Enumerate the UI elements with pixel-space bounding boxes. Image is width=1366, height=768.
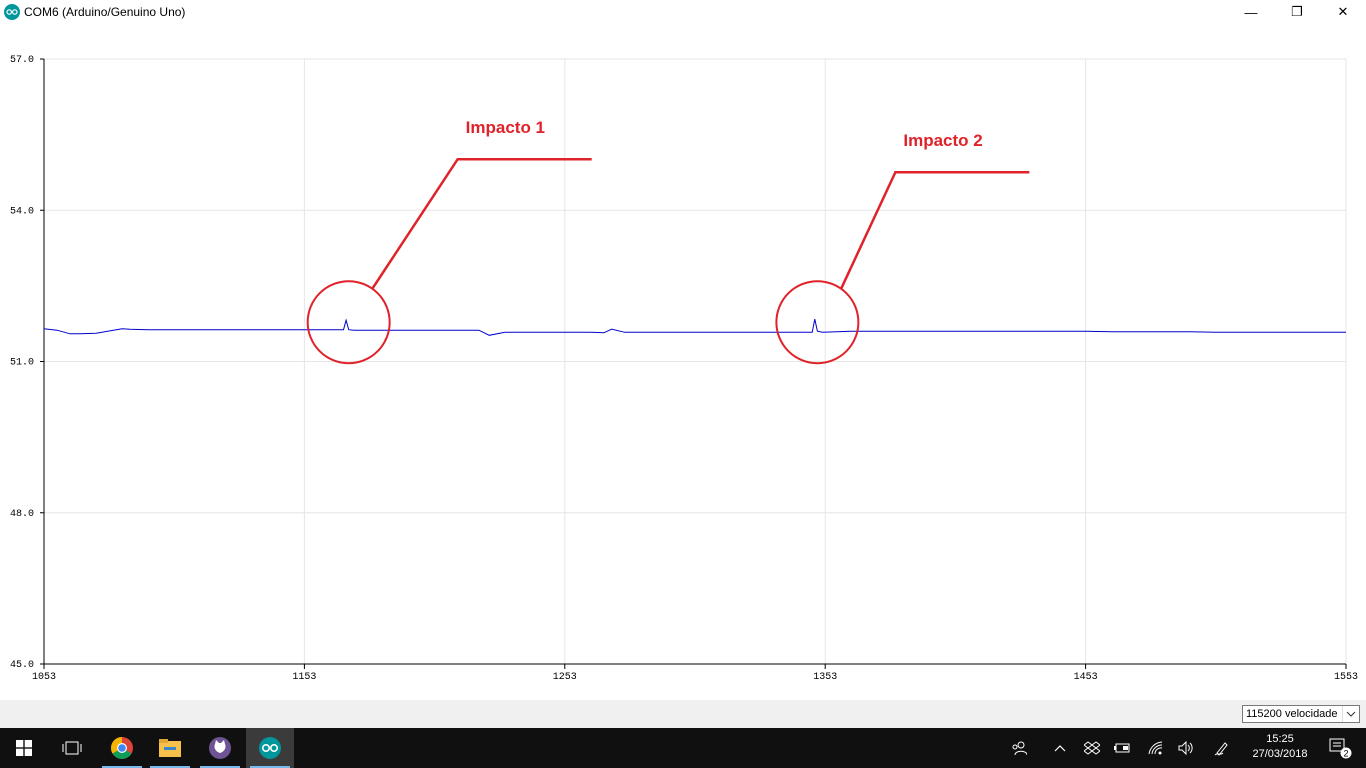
action-center-button[interactable]: 2 — [1320, 728, 1360, 768]
people-button[interactable] — [1006, 728, 1032, 768]
x-tick-label: 1053 — [32, 672, 56, 683]
series-line — [43, 318, 1346, 336]
dropbox-tray-button[interactable] — [1080, 728, 1104, 768]
baud-rate-value: 115200 velocidade — [1246, 708, 1338, 720]
restore-button[interactable]: ❐ — [1274, 0, 1320, 24]
y-tick-label: 54.0 — [10, 206, 34, 217]
network-tray-button[interactable] — [1144, 728, 1168, 768]
chrome-taskbar-button[interactable] — [98, 728, 146, 768]
github-desktop-icon — [209, 737, 231, 759]
task-view-button[interactable] — [48, 728, 96, 768]
task-view-icon — [62, 741, 82, 755]
arduino-app-icon — [4, 4, 20, 20]
leader-line — [371, 157, 592, 289]
running-indicator — [102, 766, 142, 768]
y-tick-label: 45.0 — [10, 660, 34, 671]
arduino-icon — [259, 737, 281, 759]
battery-icon — [1114, 743, 1130, 753]
y-tick-label: 57.0 — [10, 55, 34, 66]
x-tick-label: 1153 — [292, 672, 316, 683]
chevron-down-icon — [1342, 706, 1359, 722]
impact-label: Impacto 1 — [466, 118, 545, 137]
restore-icon: ❐ — [1291, 4, 1303, 19]
running-indicator — [250, 766, 290, 768]
leader-line — [840, 170, 1030, 289]
start-button[interactable] — [0, 728, 48, 768]
y-tick-label: 51.0 — [10, 358, 34, 369]
impact-label: Impacto 2 — [903, 131, 982, 150]
running-indicator — [200, 766, 240, 768]
impact-circle — [775, 280, 860, 365]
dropbox-icon — [1084, 741, 1100, 755]
running-indicator — [150, 766, 190, 768]
close-button[interactable]: ✕ — [1320, 0, 1366, 24]
people-icon — [1012, 741, 1027, 756]
battery-tray-button[interactable] — [1110, 728, 1134, 768]
minimize-icon: — — [1244, 4, 1258, 20]
arduino-taskbar-button[interactable] — [246, 728, 294, 768]
baud-rate-select[interactable]: 115200 velocidade — [1242, 705, 1360, 723]
window-title: COM6 (Arduino/Genuino Uno) — [24, 5, 186, 19]
x-tick-label: 1253 — [553, 672, 577, 683]
windows-ink-button[interactable] — [1210, 728, 1234, 768]
windows-taskbar: 15:25 27/03/2018 2 — [0, 728, 1366, 768]
windows-logo-icon — [16, 740, 32, 756]
clock-time: 15:25 — [1266, 733, 1294, 745]
github-desktop-taskbar-button[interactable] — [196, 728, 244, 768]
notification-count: 2 — [1343, 749, 1348, 759]
wifi-icon — [1148, 741, 1163, 755]
volume-icon — [1178, 741, 1193, 755]
impact-circle — [306, 280, 391, 365]
title-bar: COM6 (Arduino/Genuino Uno) — ❐ ✕ — [0, 0, 1366, 24]
minimize-button[interactable]: — — [1228, 0, 1274, 24]
show-hidden-icons-button[interactable] — [1048, 728, 1072, 768]
taskbar-clock[interactable]: 15:25 27/03/2018 — [1240, 732, 1320, 762]
file-explorer-icon — [159, 739, 181, 757]
close-icon: ✕ — [1337, 4, 1349, 19]
x-tick-label: 1453 — [1074, 672, 1098, 683]
x-tick-label: 1553 — [1334, 672, 1358, 683]
clock-date: 27/03/2018 — [1252, 748, 1308, 760]
chrome-icon — [111, 737, 133, 759]
y-tick-label: 48.0 — [10, 509, 34, 520]
notification-icon: 2 — [1329, 738, 1352, 759]
x-tick-label: 1353 — [813, 672, 837, 683]
volume-tray-button[interactable] — [1174, 728, 1198, 768]
chevron-up-icon — [1054, 745, 1066, 752]
file-explorer-taskbar-button[interactable] — [146, 728, 194, 768]
plotter-footer: 115200 velocidade — [0, 700, 1366, 728]
pen-icon — [1214, 742, 1228, 756]
serial-plotter: 57.0 54.0 51.0 48.0 45.0 1053 1153 1253 1353 1453… — [0, 24, 1366, 700]
